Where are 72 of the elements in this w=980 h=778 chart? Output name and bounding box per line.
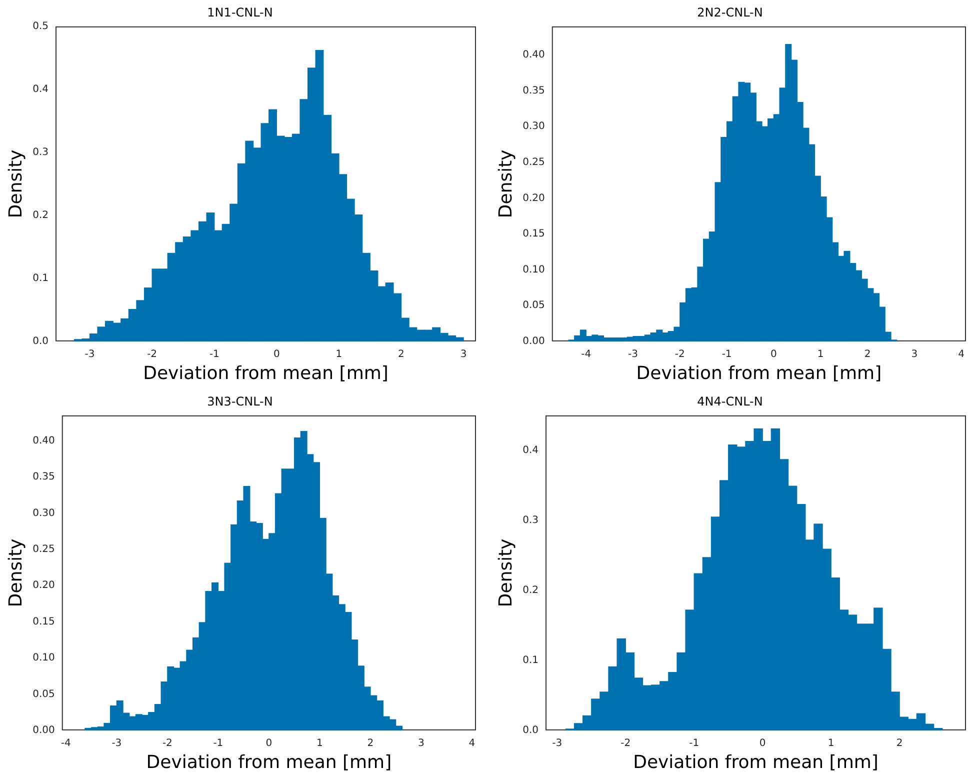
x-tick-label: 2	[398, 348, 404, 360]
x-tick-label: 2	[864, 348, 871, 360]
x-tick-label: 0	[273, 348, 280, 360]
x-tick-label: -1	[722, 348, 732, 360]
y-tick-label: 0.00	[522, 336, 545, 347]
x-tick-label: 1	[828, 738, 834, 749]
y-tick-label: 0.3	[32, 146, 49, 158]
x-tick-label: -3	[112, 738, 122, 749]
x-tick-label: -4	[60, 738, 71, 749]
x-tick-label: -2	[162, 738, 172, 749]
x-tick-label: 3	[418, 738, 424, 749]
x-tick-label: 0	[759, 738, 766, 749]
x-tick-label: 3	[460, 348, 467, 360]
x-axis-title: Deviation from mean [mm]	[143, 362, 388, 384]
y-tick-label: 0.40	[522, 50, 545, 61]
x-axis-title: Deviation from mean [mm]	[146, 752, 392, 773]
y-tick-label: 0.5	[32, 20, 49, 32]
y-tick-label: 0.4	[522, 444, 539, 456]
x-tick-label: -2	[620, 738, 631, 749]
y-tick-label: 0.2	[32, 210, 49, 221]
x-tick-label: -2	[147, 348, 158, 360]
x-tick-label: -3	[84, 348, 95, 360]
y-tick-label: 0.3	[522, 514, 539, 526]
x-axis-title: Deviation from mean [mm]	[636, 362, 882, 384]
y-tick-label: 0.1	[522, 654, 539, 666]
x-tick-label: 4	[958, 348, 964, 360]
y-axis-title: Density	[5, 538, 26, 608]
x-tick-label: 3	[911, 348, 918, 360]
y-tick-label: 0.05	[32, 688, 55, 700]
x-tick-label: 1	[316, 738, 323, 749]
x-axis-title: Deviation from mean [mm]	[633, 752, 878, 773]
y-tick-label: 0.2	[522, 584, 539, 596]
x-tick-label: -1	[209, 348, 220, 360]
y-tick-label: 0.20	[32, 580, 55, 592]
y-tick-label: 0.30	[32, 508, 55, 519]
y-tick-label: 0.10	[32, 652, 55, 664]
x-tick-label: 2	[367, 738, 374, 749]
y-tick-label: 0.35	[522, 85, 545, 96]
chart-title: 3N3-CNL-N	[207, 394, 273, 408]
y-tick-label: 0.0	[32, 336, 49, 347]
x-tick-label: 0	[770, 348, 777, 360]
y-tick-label: 0.20	[522, 192, 545, 204]
x-tick-label: -1	[213, 738, 224, 749]
y-axis-title: Density	[495, 538, 516, 608]
y-tick-label: 0.05	[522, 300, 545, 312]
y-tick-label: 0.10	[522, 264, 545, 276]
x-tick-label: -1	[689, 738, 700, 749]
y-tick-label: 0.1	[32, 272, 49, 284]
chart-title: 1N1-CNL-N	[207, 5, 273, 20]
x-tick-label: -3	[628, 348, 638, 360]
x-tick-label: 1	[817, 348, 824, 360]
chart-title: 4N4-CNL-N	[697, 394, 763, 408]
y-tick-label: 0.4	[32, 84, 49, 95]
y-tick-label: 0.40	[32, 435, 55, 446]
y-tick-label: 0.30	[522, 121, 545, 132]
y-tick-label: 0.15	[32, 616, 55, 628]
x-tick-label: 2	[896, 738, 903, 749]
x-tick-label: 0	[266, 738, 272, 749]
x-tick-label: -4	[581, 348, 592, 360]
y-axis-title: Density	[495, 149, 516, 218]
y-tick-label: 0.00	[32, 724, 55, 736]
x-tick-label: -3	[552, 738, 562, 749]
x-tick-label: 4	[468, 738, 476, 749]
y-tick-label: 0.25	[32, 544, 55, 555]
y-axis-title: Density	[5, 149, 26, 218]
y-tick-label: 0.0	[522, 724, 539, 736]
y-tick-label: 0.35	[32, 472, 55, 483]
y-tick-label: 0.25	[522, 157, 545, 168]
x-tick-label: 1	[336, 348, 342, 360]
x-tick-label: -2	[674, 348, 685, 360]
chart-title: 2N2-CNL-N	[697, 5, 763, 20]
y-tick-label: 0.15	[522, 228, 545, 240]
